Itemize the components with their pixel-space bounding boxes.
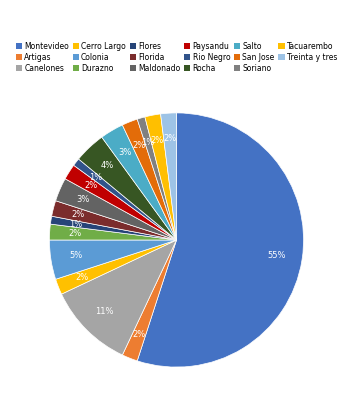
Wedge shape xyxy=(102,125,176,240)
Text: 1%: 1% xyxy=(142,138,155,147)
Wedge shape xyxy=(56,179,176,240)
Text: 2%: 2% xyxy=(71,210,85,219)
Text: 1%: 1% xyxy=(70,220,83,228)
Wedge shape xyxy=(79,137,176,240)
Text: 11%: 11% xyxy=(95,307,114,316)
Text: 2%: 2% xyxy=(151,136,164,145)
Text: 3%: 3% xyxy=(77,195,90,204)
Wedge shape xyxy=(137,113,304,367)
Wedge shape xyxy=(161,113,176,240)
Wedge shape xyxy=(52,201,176,240)
Wedge shape xyxy=(145,114,176,240)
Text: 55%: 55% xyxy=(268,252,286,260)
Text: 2%: 2% xyxy=(132,141,146,150)
Wedge shape xyxy=(122,240,176,361)
Wedge shape xyxy=(65,165,176,240)
Text: 1%: 1% xyxy=(90,173,103,182)
Wedge shape xyxy=(50,216,176,240)
Text: 2%: 2% xyxy=(163,134,177,143)
Wedge shape xyxy=(61,240,176,355)
Text: 5%: 5% xyxy=(70,252,83,260)
Wedge shape xyxy=(74,159,176,240)
Text: 2%: 2% xyxy=(75,273,89,282)
Wedge shape xyxy=(56,240,176,294)
Text: 2%: 2% xyxy=(68,229,82,238)
Legend: Montevideo, Artigas, Canelones, Cerro Largo, Colonia, Durazno, Flores, Florida, : Montevideo, Artigas, Canelones, Cerro La… xyxy=(14,40,339,74)
Wedge shape xyxy=(49,240,176,279)
Text: 2%: 2% xyxy=(84,181,97,190)
Text: 2%: 2% xyxy=(132,330,146,339)
Wedge shape xyxy=(49,224,176,240)
Text: 4%: 4% xyxy=(100,161,114,170)
Text: 3%: 3% xyxy=(118,148,131,157)
Wedge shape xyxy=(122,119,176,240)
Wedge shape xyxy=(137,117,176,240)
